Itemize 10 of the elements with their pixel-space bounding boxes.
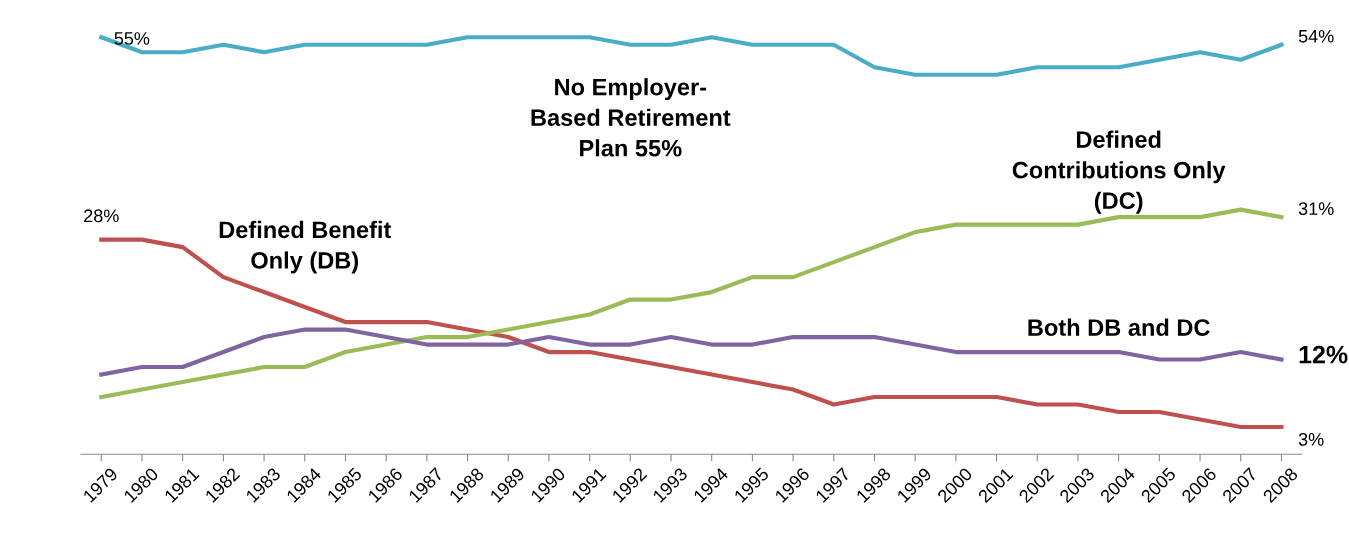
series-label: Defined Contributions Only (DC) [1012, 130, 1226, 214]
data-label: 12% [1299, 345, 1348, 364]
data-label: 55% [114, 32, 150, 45]
data-label: 31% [1298, 202, 1334, 216]
data-label: 3% [1298, 432, 1324, 446]
series-label: No Employer- Based Retirement Plan 55% [531, 78, 731, 157]
series-label: Both DB and DC [1028, 318, 1210, 336]
data-label: 28% [84, 209, 119, 223]
series-label: Defined Benefit Only (DB) [219, 220, 392, 274]
data-label: 54% [1298, 29, 1334, 43]
